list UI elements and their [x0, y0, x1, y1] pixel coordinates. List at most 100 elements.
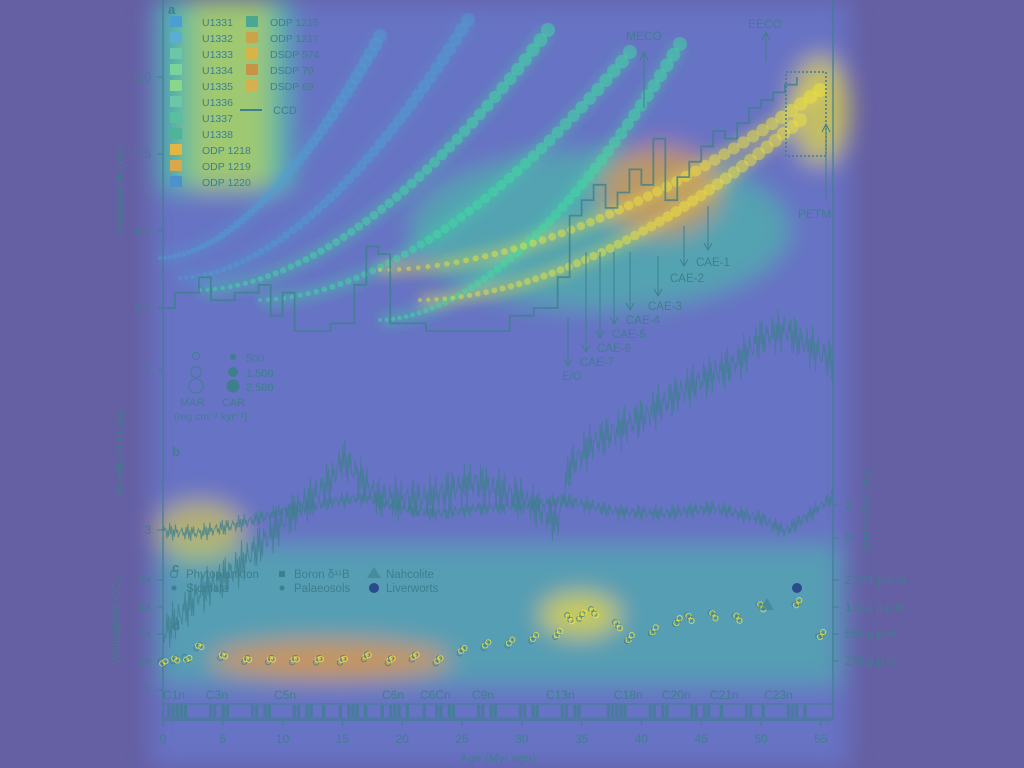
petm-label: PETM	[798, 207, 831, 221]
trajectory-point	[744, 153, 757, 167]
trajectory-point	[803, 90, 818, 104]
trajectory-point	[708, 154, 721, 166]
trajectory-point	[257, 248, 265, 255]
heat-band	[179, 16, 474, 285]
chron-bar	[623, 705, 627, 717]
trajectory-point	[496, 81, 509, 95]
site-swatch	[246, 48, 258, 59]
trajectory-point	[432, 229, 442, 239]
trajectory-point	[548, 232, 557, 241]
trajectory-point	[608, 136, 621, 149]
trajectory-point	[417, 80, 431, 93]
trajectory-point	[466, 292, 473, 299]
chron-bar	[209, 705, 213, 717]
site-label: DSDP 574	[270, 49, 320, 61]
co2-point	[820, 628, 827, 636]
trajectory-point	[503, 72, 517, 86]
age-tick-label: 25	[455, 732, 469, 746]
liverwort-marker	[792, 583, 802, 593]
trajectory-point	[321, 286, 328, 293]
trajectory-point	[392, 254, 401, 263]
trajectory-point	[563, 194, 575, 205]
co2-point	[174, 657, 181, 664]
chron-bar	[795, 705, 799, 717]
co2-point	[485, 639, 492, 646]
panel-label-c: c	[172, 560, 179, 575]
trajectory-point	[233, 261, 240, 268]
trajectory-point	[265, 273, 272, 280]
trajectory-point	[572, 259, 582, 268]
co2-tick-label-right: 278 p.p.m.	[845, 656, 899, 668]
trajectory-point	[541, 23, 555, 37]
co2-point	[568, 618, 576, 625]
co2-legend-marker	[279, 571, 285, 577]
age-tick-label: 10	[276, 732, 290, 746]
d18o-tick-label: 1	[144, 363, 151, 377]
trajectory-point	[205, 287, 210, 292]
trajectory-point	[482, 253, 489, 260]
site-label: DSDP 70	[270, 65, 314, 77]
trajectory-point	[719, 172, 732, 185]
co2-legend-label: Stomata	[186, 583, 229, 595]
trajectory-point	[461, 288, 469, 296]
trajectory-point	[235, 282, 241, 288]
trajectory-point	[270, 184, 280, 194]
trajectory-point	[335, 94, 348, 107]
trajectory-point	[393, 114, 405, 127]
trajectory-point	[540, 272, 548, 280]
site-swatch	[246, 80, 258, 91]
chron-bar	[267, 705, 271, 717]
trajectory-point	[493, 265, 502, 273]
trajectory-point	[232, 221, 241, 229]
trajectory-point	[362, 153, 374, 164]
trajectory-point	[162, 255, 167, 260]
trajectory-point	[775, 110, 789, 124]
trajectory-point	[623, 200, 634, 211]
trajectory-point	[251, 204, 260, 213]
trajectory-point	[250, 278, 256, 284]
trajectory-point	[768, 133, 782, 148]
chron-bar	[749, 705, 753, 717]
trajectory-point	[727, 166, 741, 179]
d18o-axis-label: Benthic δ¹⁸O (‰)	[115, 410, 127, 494]
trajectory-point	[666, 47, 681, 62]
palaeodepth-ticks: 3.0 3.5 4.0 4.5	[134, 70, 163, 315]
trajectory-point	[429, 156, 440, 168]
site-label: ODP 1220	[202, 177, 251, 189]
trajectory-point	[362, 216, 371, 226]
chron-bar	[577, 705, 581, 717]
chron-bar	[347, 705, 351, 717]
site-label: U1332	[202, 33, 233, 45]
trajectory-point	[510, 245, 518, 253]
trajectory-point	[223, 228, 231, 236]
trajectory-point	[181, 251, 187, 257]
site-label: U1337	[202, 113, 233, 125]
trajectory-point	[354, 62, 368, 77]
cae-label: E/O	[562, 371, 582, 383]
trajectory-point	[454, 23, 469, 37]
trajectory-point	[614, 205, 624, 215]
trajectory-point	[396, 267, 402, 272]
site-swatch	[170, 80, 182, 91]
d18o-tick-label: 3	[144, 523, 151, 537]
trajectory-point	[607, 64, 621, 78]
site-swatch	[246, 16, 258, 27]
meco-annotation: MECO	[626, 29, 662, 108]
cae-arrow-head	[609, 316, 619, 326]
cae-arrow-head	[595, 330, 605, 340]
trajectory-point	[387, 122, 399, 134]
chron-bar	[694, 705, 698, 717]
trajectory-point	[424, 71, 437, 84]
trajectory-point	[570, 186, 581, 198]
trajectory-point	[337, 180, 348, 191]
co2-point	[579, 611, 586, 618]
trajectory-point	[567, 225, 576, 234]
trajectory-point	[500, 248, 508, 255]
trajectory-point	[451, 133, 463, 145]
trajectory-point	[519, 158, 532, 170]
trajectory-point	[613, 239, 623, 249]
trajectory-point	[475, 291, 481, 297]
trajectory-point	[331, 187, 342, 197]
co2-legend-label: Palaeosols	[294, 583, 351, 595]
nahcolite-marker	[760, 598, 774, 610]
